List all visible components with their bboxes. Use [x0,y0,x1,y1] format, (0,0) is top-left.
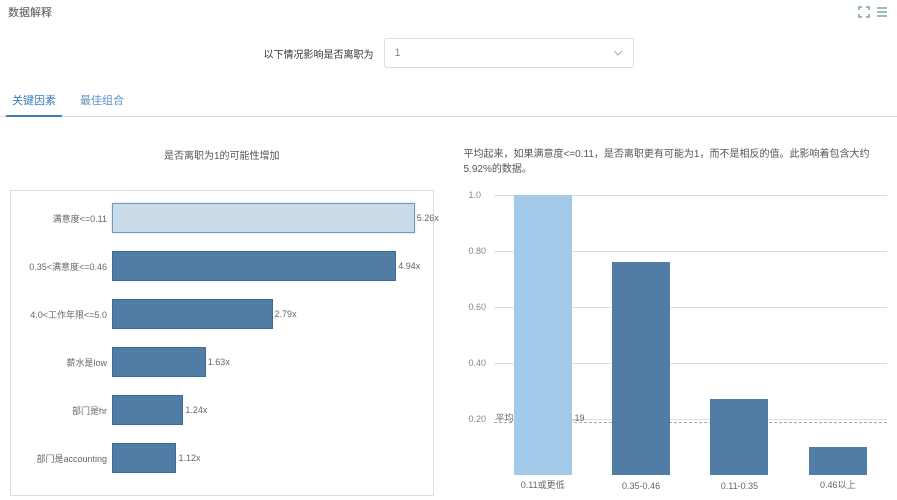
left-chart-title: 是否离职为1的可能性增加 [10,147,434,162]
vbar [809,447,867,475]
hbar-value: 1.12x [178,453,200,463]
hbar-track: 1.63x [112,347,429,377]
hbar-label: 0.35<满意度<=0.46 [15,260,112,273]
vbar-label: 0.46以上 [820,478,856,491]
chevron-down-icon [613,47,623,59]
vbar-col[interactable]: 0.46以上 [789,195,887,475]
hbar-row[interactable]: 满意度<=0.115.26x [15,203,429,233]
hbar-label: 满意度<=0.11 [15,212,112,225]
hbar: 1.12x [112,443,176,473]
hbar: 5.26x [112,203,415,233]
hbar-value: 1.63x [208,357,230,367]
hbar: 1.24x [112,395,183,425]
hbar-label: 4.0<工作年限<=5.0 [15,308,112,321]
hbar-track: 5.26x [112,203,429,233]
tab-best-combo[interactable]: 最佳组合 [78,86,126,116]
hbar-row[interactable]: 4.0<工作年限<=5.02.79x [15,299,429,329]
hbar-row[interactable]: 薪水是low1.63x [15,347,429,377]
hbar-row[interactable]: 0.35<满意度<=0.464.94x [15,251,429,281]
ytick-label: 0.40 [469,358,487,368]
vbars: 0.11或更低0.35-0.460.11-0.350.46以上 [494,195,888,475]
vbar-label: 0.11或更低 [521,478,565,491]
header: 数据解释 [0,0,897,24]
hbar-row[interactable]: 部门是hr1.24x [15,395,429,425]
ytick-label: 1.0 [469,190,482,200]
page-title: 数据解释 [8,4,52,20]
vbar [612,262,670,475]
vbar-col[interactable]: 0.11或更低 [494,195,592,475]
ytick-label: 0.60 [469,302,487,312]
content: 是否离职为1的可能性增加 满意度<=0.115.26x0.35<满意度<=0.4… [0,117,897,496]
hbar-row[interactable]: 部门是accounting1.12x [15,443,429,473]
header-actions [857,5,889,19]
expand-icon[interactable] [857,5,871,19]
right-chart-description: 平均起来，如果满意度<=0.11，是否离职更有可能为1，而不是相反的值。此影响着… [464,147,888,177]
hbar-track: 4.94x [112,251,429,281]
filter-label: 以下情况影响是否离职为 [264,46,374,61]
hbar-label: 部门是hr [15,404,112,417]
hbar-track: 1.24x [112,395,429,425]
hbar-value: 2.79x [275,309,297,319]
filter-select[interactable]: 1 [384,38,634,68]
hbar: 1.63x [112,347,206,377]
hbar-label: 薪水是low [15,356,112,369]
vbar [514,195,572,475]
filter-row: 以下情况影响是否离职为 1 [0,24,897,86]
hbar-track: 1.12x [112,443,429,473]
tab-key-factors[interactable]: 关键因素 [10,86,58,116]
hbar-label: 部门是accounting [15,452,112,465]
vbar-label: 0.11-0.35 [721,481,758,491]
hbar-value: 1.24x [185,405,207,415]
hbar-value: 4.94x [398,261,420,271]
hbar-value: 5.26x [417,213,439,223]
vbar-chart: 0.200.400.600.801.0平均(不包括所选):0.190.11或更低… [494,195,888,495]
vbar-col[interactable]: 0.11-0.35 [690,195,788,475]
vbar-col[interactable]: 0.35-0.46 [592,195,690,475]
left-panel: 是否离职为1的可能性增加 满意度<=0.115.26x 0.35<满意度<=0.4… [10,127,434,496]
tabs: 关键因素 最佳组合 [0,86,897,117]
right-panel: 平均起来，如果满意度<=0.11，是否离职更有可能为1，而不是相反的值。此影响着… [464,127,888,496]
ytick-label: 0.20 [469,414,487,424]
filter-selected-value: 1 [395,47,401,59]
hbar-track: 2.79x [112,299,429,329]
vbar-label: 0.35-0.46 [622,481,660,491]
menu-icon[interactable] [875,5,889,19]
ytick-label: 0.80 [469,246,487,256]
hbar-chart: 满意度<=0.115.26x0.35<满意度<=0.464.94x4.0<工作年… [10,190,434,496]
hbar: 4.94x [112,251,396,281]
vbar [710,399,768,475]
hbar: 2.79x [112,299,273,329]
